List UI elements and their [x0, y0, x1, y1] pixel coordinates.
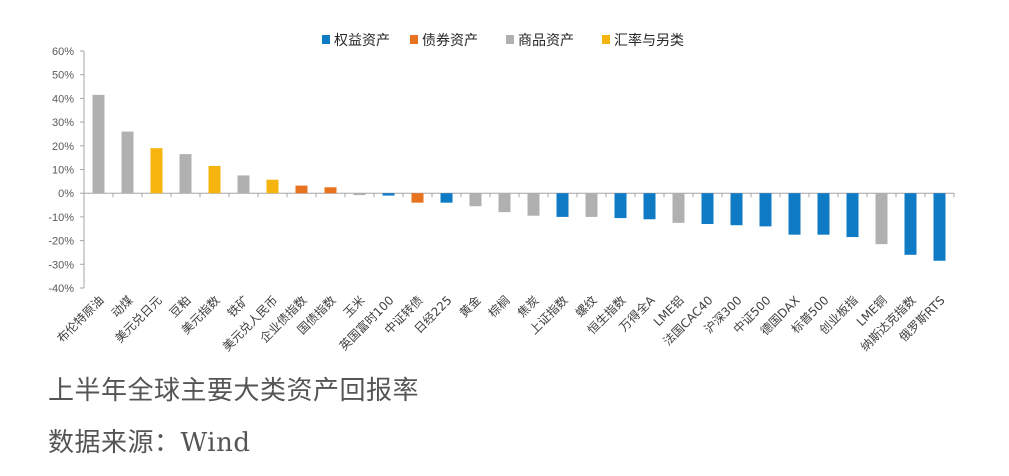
bar	[614, 193, 627, 219]
y-tick-label: -40%	[48, 283, 74, 295]
bar	[556, 193, 569, 217]
bar	[92, 94, 105, 194]
bar-chart: 60% 50% 40% 30% 20% 10% 0% -10% -20% -30% -40% 布伦特…	[48, 32, 955, 354]
bar	[730, 193, 743, 226]
legend-label: 商品资产	[518, 33, 574, 49]
y-tick-label: 20%	[52, 141, 74, 153]
bar	[846, 193, 859, 238]
y-tick-label: 40%	[52, 93, 74, 105]
legend-label: 债券资产	[422, 33, 478, 49]
legend-swatch	[410, 35, 418, 44]
y-tick-label: -10%	[48, 212, 74, 224]
chart-title: 上半年全球主要大类资产回报率	[48, 376, 420, 406]
y-axis: 60% 50% 40% 30% 20% 10% 0% -10% -20% -30% -40%	[48, 46, 85, 295]
legend-swatch	[322, 35, 330, 44]
bar	[266, 179, 279, 194]
bar	[237, 175, 250, 194]
y-tick-label: 0%	[58, 188, 74, 200]
legend-swatch	[506, 35, 514, 44]
legend: 权益资产 债券资产 商品资产 汇率与另类	[322, 32, 684, 49]
bar	[585, 193, 598, 217]
legend-label: 权益资产	[334, 33, 390, 49]
chart-source: 数据来源：Wind	[48, 428, 251, 458]
y-tick-label: 30%	[52, 117, 74, 129]
bar	[701, 193, 714, 225]
y-tick-label: 10%	[52, 165, 74, 177]
bar	[817, 193, 830, 235]
bar	[411, 193, 424, 203]
bar	[324, 187, 337, 194]
bar	[788, 193, 801, 235]
y-tick-label: 60%	[52, 46, 74, 58]
bar	[933, 193, 946, 261]
bar	[353, 193, 366, 196]
x-tick-label: 布伦特原油	[54, 293, 107, 346]
legend-label: 汇率与另类	[614, 32, 684, 49]
bar	[295, 185, 308, 194]
bar	[672, 193, 685, 223]
bar	[527, 193, 540, 216]
bar	[179, 154, 192, 194]
x-tick-label: 棕榈	[485, 293, 513, 321]
bar	[643, 193, 656, 220]
bar	[904, 193, 917, 255]
legend-swatch	[602, 35, 610, 44]
y-tick-label: -20%	[48, 236, 74, 248]
bar	[759, 193, 772, 227]
bar	[208, 165, 221, 194]
bars	[84, 94, 955, 261]
bar	[875, 193, 888, 245]
x-tick-label: 黄金	[456, 293, 484, 321]
bar	[150, 148, 163, 194]
y-tick-label: -30%	[48, 259, 74, 271]
y-tick-label: 50%	[52, 70, 74, 82]
bar	[498, 193, 511, 213]
bar	[382, 193, 395, 196]
bar	[121, 131, 134, 194]
bar	[469, 193, 482, 207]
bar	[440, 193, 453, 203]
